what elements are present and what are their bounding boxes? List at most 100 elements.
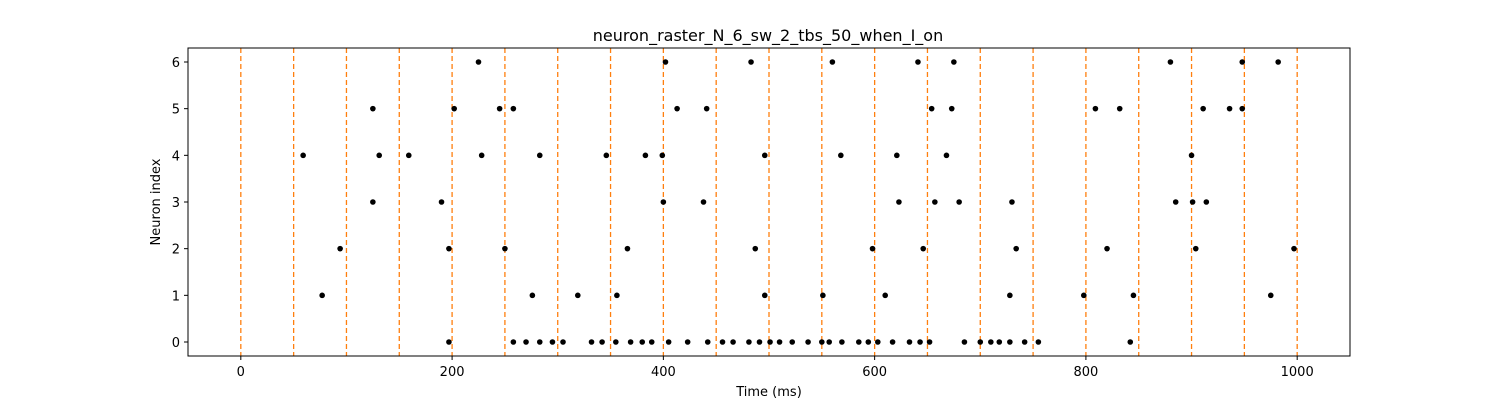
spike-point <box>1127 339 1134 345</box>
spike-point <box>703 105 710 112</box>
spike-point <box>826 339 833 345</box>
spike-point <box>951 59 957 65</box>
spike-point <box>761 152 768 159</box>
spike-point <box>1200 105 1206 112</box>
x-axis-label: Time (ms) <box>735 385 802 400</box>
y-tick-label: 1 <box>172 289 180 304</box>
spike-point <box>1226 105 1233 112</box>
spike-point <box>405 152 412 159</box>
spike-point <box>928 105 935 112</box>
spike-point <box>719 339 726 345</box>
spike-point <box>376 152 383 159</box>
y-axis-label: Neuron index <box>149 158 164 245</box>
x-tick-label: 600 <box>862 365 887 380</box>
spike-point <box>829 59 836 65</box>
spike-point <box>761 292 768 299</box>
spike-point <box>819 339 825 345</box>
spike-point <box>648 339 655 345</box>
spike-point <box>875 339 881 345</box>
y-tick-label: 0 <box>172 336 180 351</box>
spike-point <box>451 105 458 112</box>
spike-point <box>756 339 763 345</box>
spike-point <box>839 339 845 345</box>
x-tick-label: 200 <box>440 365 465 380</box>
spike-point <box>730 339 736 345</box>
x-tick-label: 1000 <box>1281 365 1314 380</box>
y-axis: 0 1 2 3 4 5 6 <box>172 56 188 351</box>
spike-point <box>805 339 811 345</box>
spike-point <box>1275 59 1281 65</box>
spike-point <box>920 245 927 252</box>
spike-point <box>639 339 646 345</box>
spike-point <box>1130 292 1137 299</box>
spike-point <box>659 152 666 159</box>
spike-point <box>704 339 711 345</box>
spike-point <box>446 245 452 252</box>
spike-point <box>1239 105 1246 112</box>
spike-point <box>1192 245 1199 252</box>
spike-point <box>660 199 667 205</box>
spike-point <box>574 292 581 299</box>
spike-point <box>917 339 923 345</box>
spike-point <box>956 199 962 205</box>
spike-point <box>926 339 933 345</box>
y-tick-label: 6 <box>172 56 180 71</box>
spike-point <box>943 152 950 159</box>
spike-point <box>446 339 452 345</box>
spike-point <box>529 292 536 299</box>
y-tick-label: 4 <box>172 149 180 164</box>
spike-point <box>865 339 872 345</box>
spike-point <box>603 152 610 159</box>
spike-point <box>1239 59 1246 65</box>
y-tick-label: 3 <box>172 196 180 211</box>
spike-point <box>665 339 672 345</box>
spike-point <box>1013 245 1019 252</box>
spike-point <box>684 339 691 345</box>
spike-point <box>300 152 306 159</box>
spike-point <box>767 339 773 345</box>
spike-point <box>996 339 1003 345</box>
stimulus-lines <box>240 48 1298 356</box>
spike-point <box>613 339 619 345</box>
spike-point <box>523 339 529 345</box>
spike-points <box>300 59 1297 345</box>
x-tick-label: 400 <box>651 365 676 380</box>
spike-point <box>1104 245 1110 252</box>
spike-point <box>599 339 605 345</box>
spike-point <box>855 339 862 345</box>
y-tick-label: 5 <box>172 103 180 118</box>
spike-point <box>510 339 517 345</box>
spike-point <box>838 152 844 159</box>
spike-point <box>1092 105 1099 112</box>
spike-point <box>536 339 543 345</box>
spike-point <box>748 59 754 65</box>
spike-point <box>789 339 796 345</box>
spike-point <box>700 199 707 205</box>
spike-point <box>337 245 343 252</box>
spike-point <box>932 199 938 205</box>
spike-point <box>1021 339 1028 345</box>
spike-point <box>746 339 752 345</box>
spike-point <box>475 59 482 65</box>
spike-point <box>478 152 485 159</box>
spike-point <box>1167 59 1174 65</box>
chart-title: neuron_raster_N_6_sw_2_tbs_50_when_I_on <box>593 26 943 46</box>
spike-point <box>560 339 566 345</box>
spike-point <box>624 245 631 252</box>
spike-point <box>642 152 649 159</box>
spike-point <box>1267 292 1274 299</box>
spike-point <box>1188 152 1195 159</box>
spike-point <box>1203 199 1210 205</box>
spike-point <box>502 245 508 252</box>
spike-point <box>894 152 900 159</box>
spike-point <box>906 339 913 345</box>
spike-point <box>776 339 783 345</box>
spike-point <box>614 292 620 299</box>
x-axis: 0 200 400 600 800 1000 <box>237 356 1314 380</box>
spike-point <box>438 199 445 205</box>
spike-point <box>549 339 556 345</box>
spike-point <box>1291 245 1297 252</box>
spike-point <box>370 105 376 112</box>
x-tick-label: 800 <box>1073 365 1098 380</box>
